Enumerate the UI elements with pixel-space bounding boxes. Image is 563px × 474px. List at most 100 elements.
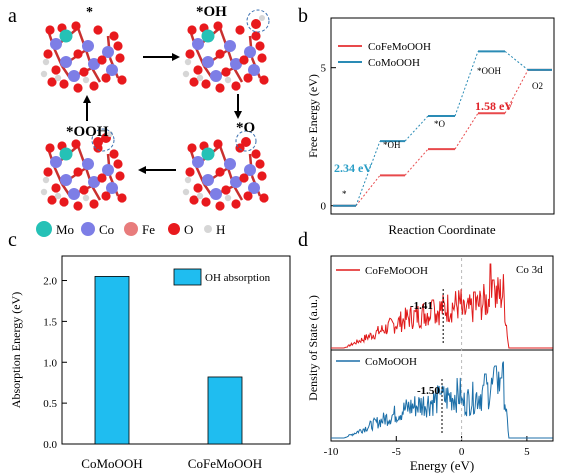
co-atom: [230, 58, 242, 70]
o-atom: [51, 65, 61, 75]
o-atom: [213, 21, 223, 31]
o-atom: [113, 41, 123, 51]
plot-frame: [330, 17, 555, 215]
bond: [232, 67, 244, 83]
o-atom: [213, 139, 223, 149]
annotation-2-34: 2.34 eV: [334, 161, 372, 175]
x-axis-ticks: -10 -5 0 5: [324, 436, 530, 458]
o-atom: [115, 171, 125, 181]
co-atom: [244, 46, 256, 58]
o-atom: [97, 173, 107, 183]
level-label-ooh: *OOH: [477, 66, 501, 76]
o-atom: [71, 139, 81, 149]
o-atom: [73, 49, 83, 59]
title-co-3d: Co 3d: [516, 264, 543, 276]
highlight-circle: [235, 130, 257, 152]
o-atom: [193, 65, 203, 75]
legend-swatch-mo: [36, 221, 52, 237]
co-atom: [68, 70, 80, 82]
o-atom: [231, 199, 241, 209]
co-atom: [224, 40, 236, 52]
o-atom: [251, 149, 261, 159]
co-atom: [68, 188, 80, 200]
annotation-minus-1-41: -1.41: [410, 300, 433, 312]
h-atom: [42, 58, 50, 66]
o-atom: [259, 193, 269, 203]
o-atom: [93, 137, 103, 147]
panel-label-a: a: [8, 5, 17, 27]
o-atom: [73, 201, 83, 211]
highlight-circle: [246, 9, 270, 33]
co-atom: [210, 70, 222, 82]
legend: OH absorption: [173, 268, 271, 286]
co-atom: [192, 156, 204, 168]
y-tick-label: 1.5: [43, 316, 57, 328]
y-axis-ticks: 0.0 0.5 1.0 1.5 2.0: [43, 276, 67, 451]
o-atom: [243, 191, 253, 201]
o-atom: [73, 83, 83, 93]
co-atom: [210, 188, 222, 200]
h-atom: [224, 76, 232, 84]
co-atom: [248, 182, 260, 194]
o-atom: [185, 167, 195, 177]
o-atom: [93, 25, 103, 35]
o-atom: [97, 55, 107, 65]
co-atom: [192, 38, 204, 50]
o-atom: [89, 81, 99, 91]
o-atom: [101, 73, 111, 83]
panel-b-free-energy-chart: 05 Free Energy (eV) Reaction Coordinate …: [306, 17, 555, 237]
y-tick-label: 0.0: [43, 439, 57, 451]
co-atom: [60, 56, 72, 68]
level-label-o: *O: [434, 119, 446, 129]
y-axis-label: Density of State (a.u.): [306, 295, 320, 401]
o-atom: [251, 31, 261, 41]
o-atom: [193, 183, 203, 193]
co-atom: [50, 38, 62, 50]
co-atom: [82, 40, 94, 52]
connector: [404, 148, 429, 176]
o-atom: [43, 167, 53, 177]
co-atom: [202, 174, 214, 186]
o-atom: [45, 143, 55, 153]
arrow-left: [138, 166, 176, 174]
co-atom: [202, 56, 214, 68]
o-atom: [255, 159, 265, 169]
y-tick-label: 0: [321, 201, 327, 213]
co-atom: [50, 156, 62, 168]
panel-label-d: d: [298, 229, 308, 251]
legend-label-mo: Mo: [56, 222, 74, 237]
category-label-cofemoooh: CoFeMoOOH: [188, 456, 262, 471]
legend: CoFeMoOOH CoMoOOH: [338, 41, 431, 69]
connector: [504, 69, 529, 114]
x-tick-label: -5: [392, 446, 402, 458]
panel-label-c: c: [8, 229, 17, 251]
co-atom: [224, 158, 236, 170]
o-atom: [201, 79, 211, 89]
y-tick-label: 5: [321, 63, 327, 75]
o-atom: [45, 25, 55, 35]
o-atom: [189, 77, 199, 87]
category-label-comoooh: CoMoOOH: [81, 456, 142, 471]
co-atom: [102, 164, 114, 176]
mo-atom: [59, 29, 73, 43]
h-atom: [82, 76, 90, 84]
co-atom: [106, 64, 118, 76]
highlight-circle: [91, 128, 115, 152]
o-atom: [47, 77, 57, 87]
bars: [94, 276, 243, 445]
dos-curve-comoooh: [331, 361, 553, 439]
h-atom: [40, 70, 48, 78]
h-atom: [40, 188, 48, 196]
h-atom: [259, 15, 265, 21]
y-axis-label: Absorption Energy (eV): [9, 292, 23, 408]
structure-ooh: [40, 128, 127, 211]
o-atom: [117, 75, 127, 85]
bar-cofemoooh: [207, 376, 243, 445]
state-label-clean: *: [86, 5, 93, 20]
legend-swatch-fe: [124, 222, 138, 236]
o-atom: [59, 197, 69, 207]
x-axis-label: Energy (eV): [410, 458, 474, 473]
o-atom: [71, 21, 81, 31]
o-atom: [109, 149, 119, 159]
o-atom: [201, 197, 211, 207]
